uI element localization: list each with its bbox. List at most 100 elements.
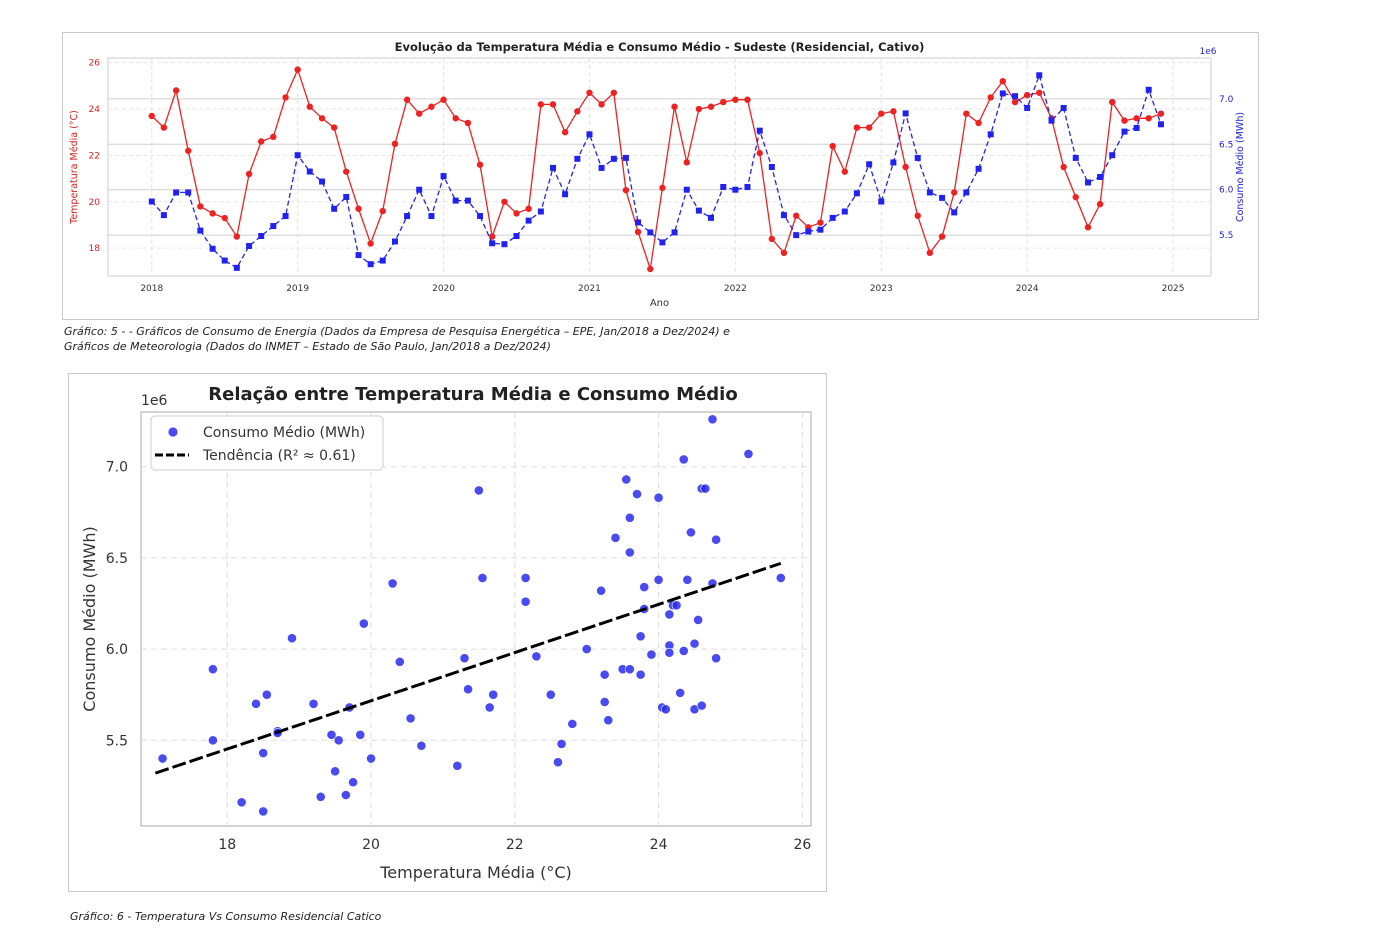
legend-marker-scatter	[168, 427, 178, 437]
temperature-point	[975, 119, 982, 127]
scatter-point	[258, 748, 269, 758]
temperature-point	[185, 147, 192, 154]
scatter-point	[624, 512, 635, 523]
temperature-point	[574, 108, 581, 115]
consumption-point	[246, 243, 253, 250]
consumption-point	[343, 193, 350, 200]
temperature-point	[197, 203, 204, 210]
temperature-point	[452, 115, 459, 122]
consumption-point	[817, 226, 824, 233]
scatter-point	[678, 646, 689, 656]
consumption-point	[878, 198, 885, 205]
y-left-tick-label: 18	[89, 244, 101, 254]
consumption-point	[853, 190, 860, 197]
scatter-point	[416, 740, 427, 751]
temperature-point	[537, 101, 545, 108]
temperature-point	[148, 112, 155, 120]
temperature-point	[841, 168, 848, 175]
consumption-point	[452, 197, 459, 204]
temperature-point	[732, 96, 739, 103]
consumption-point	[331, 205, 338, 212]
temperature-point	[233, 233, 241, 240]
temperature-point	[209, 210, 216, 217]
consumption-point	[379, 257, 386, 264]
consumption-point	[1121, 128, 1128, 135]
scatter-point	[308, 698, 319, 709]
scatter-point	[632, 489, 642, 499]
y-left-axis-label: Temperatura Média (°C)	[69, 110, 80, 225]
scatter-point	[459, 653, 470, 664]
consumption-point	[1145, 86, 1152, 93]
y-offset-label: 1e6	[141, 393, 168, 409]
temperature-point	[561, 129, 569, 136]
scatter-chart-frame: 18 20 22 24 26 5.5 6.0 6.5 7.0 Relação entre Temp…	[68, 373, 827, 892]
consumption-point	[683, 186, 690, 193]
temperature-point	[598, 101, 605, 108]
temperature-point	[513, 210, 520, 217]
x-tick-label: 18	[218, 837, 236, 853]
scatter-point	[682, 574, 693, 585]
scatter-point	[775, 573, 786, 583]
consumption-point	[416, 186, 423, 193]
consumption-point	[440, 173, 447, 180]
temperature-point	[282, 94, 289, 101]
temperature-point	[683, 159, 690, 166]
legend-label-scatter: Consumo Médio (MWh)	[203, 425, 365, 441]
consumption-point	[367, 261, 374, 268]
scatter-point	[621, 474, 632, 485]
scatter-point	[581, 644, 592, 654]
temperature-point	[756, 149, 763, 157]
temperature-point	[1133, 115, 1140, 122]
consumption-point	[477, 213, 484, 220]
x-axis-label: Ano	[650, 298, 669, 309]
scatter-point	[707, 414, 718, 425]
consumption-point	[586, 131, 593, 138]
temperature-point	[306, 103, 313, 110]
temperature-point	[355, 205, 362, 212]
temperature-point	[1060, 163, 1067, 171]
scatter-point	[326, 729, 337, 740]
scatter-point	[635, 631, 646, 642]
consumption-point	[866, 161, 873, 168]
temperature-point	[902, 163, 909, 171]
scatter-point	[477, 573, 488, 583]
temperature-point	[1109, 98, 1116, 106]
temperature-point	[720, 98, 727, 106]
consumption-point	[695, 207, 702, 214]
x-axis-label: Temperatura Média (°C)	[379, 863, 572, 882]
temperature-point	[987, 94, 994, 101]
scatter-point	[348, 777, 358, 788]
consumption-point	[1085, 179, 1092, 186]
consumption-point	[148, 198, 155, 205]
consumption-point	[987, 131, 994, 138]
temperature-point	[476, 161, 484, 168]
consumption-point	[294, 152, 301, 159]
x-tick-label: 26	[793, 837, 811, 853]
legend: Consumo Médio (MWh) Tendência (R² ≈ 0.61)	[150, 415, 384, 471]
scatter-point	[261, 689, 272, 700]
line-chart-frame: 2018 2019 2020 2021 2022 2023 2024 2025 18 20 22 24…	[62, 32, 1259, 320]
temperature-point	[1072, 193, 1079, 201]
x-tick-label: 20	[362, 837, 380, 853]
temperature-point	[817, 219, 824, 226]
scatter-point	[236, 797, 247, 808]
consumption-point	[841, 208, 848, 215]
consumption-point	[428, 213, 435, 220]
scatter-point	[711, 534, 722, 545]
scatter-point	[567, 718, 578, 729]
temperature-point	[878, 110, 885, 117]
scatter-point	[394, 656, 405, 667]
scatter-point	[675, 687, 686, 698]
consumption-point	[221, 257, 228, 264]
temperature-point	[1011, 98, 1019, 106]
temperature-point	[1084, 224, 1092, 231]
consumption-point	[926, 189, 933, 196]
temperature-point	[695, 105, 703, 113]
consumption-point	[282, 213, 289, 220]
consumption-point	[1012, 93, 1019, 100]
y-tick-label: 6.0	[106, 642, 128, 658]
scatter-point	[689, 638, 700, 649]
x-tick-label: 2021	[578, 284, 601, 294]
scatter-point	[387, 578, 398, 589]
temperature-point	[343, 168, 350, 175]
